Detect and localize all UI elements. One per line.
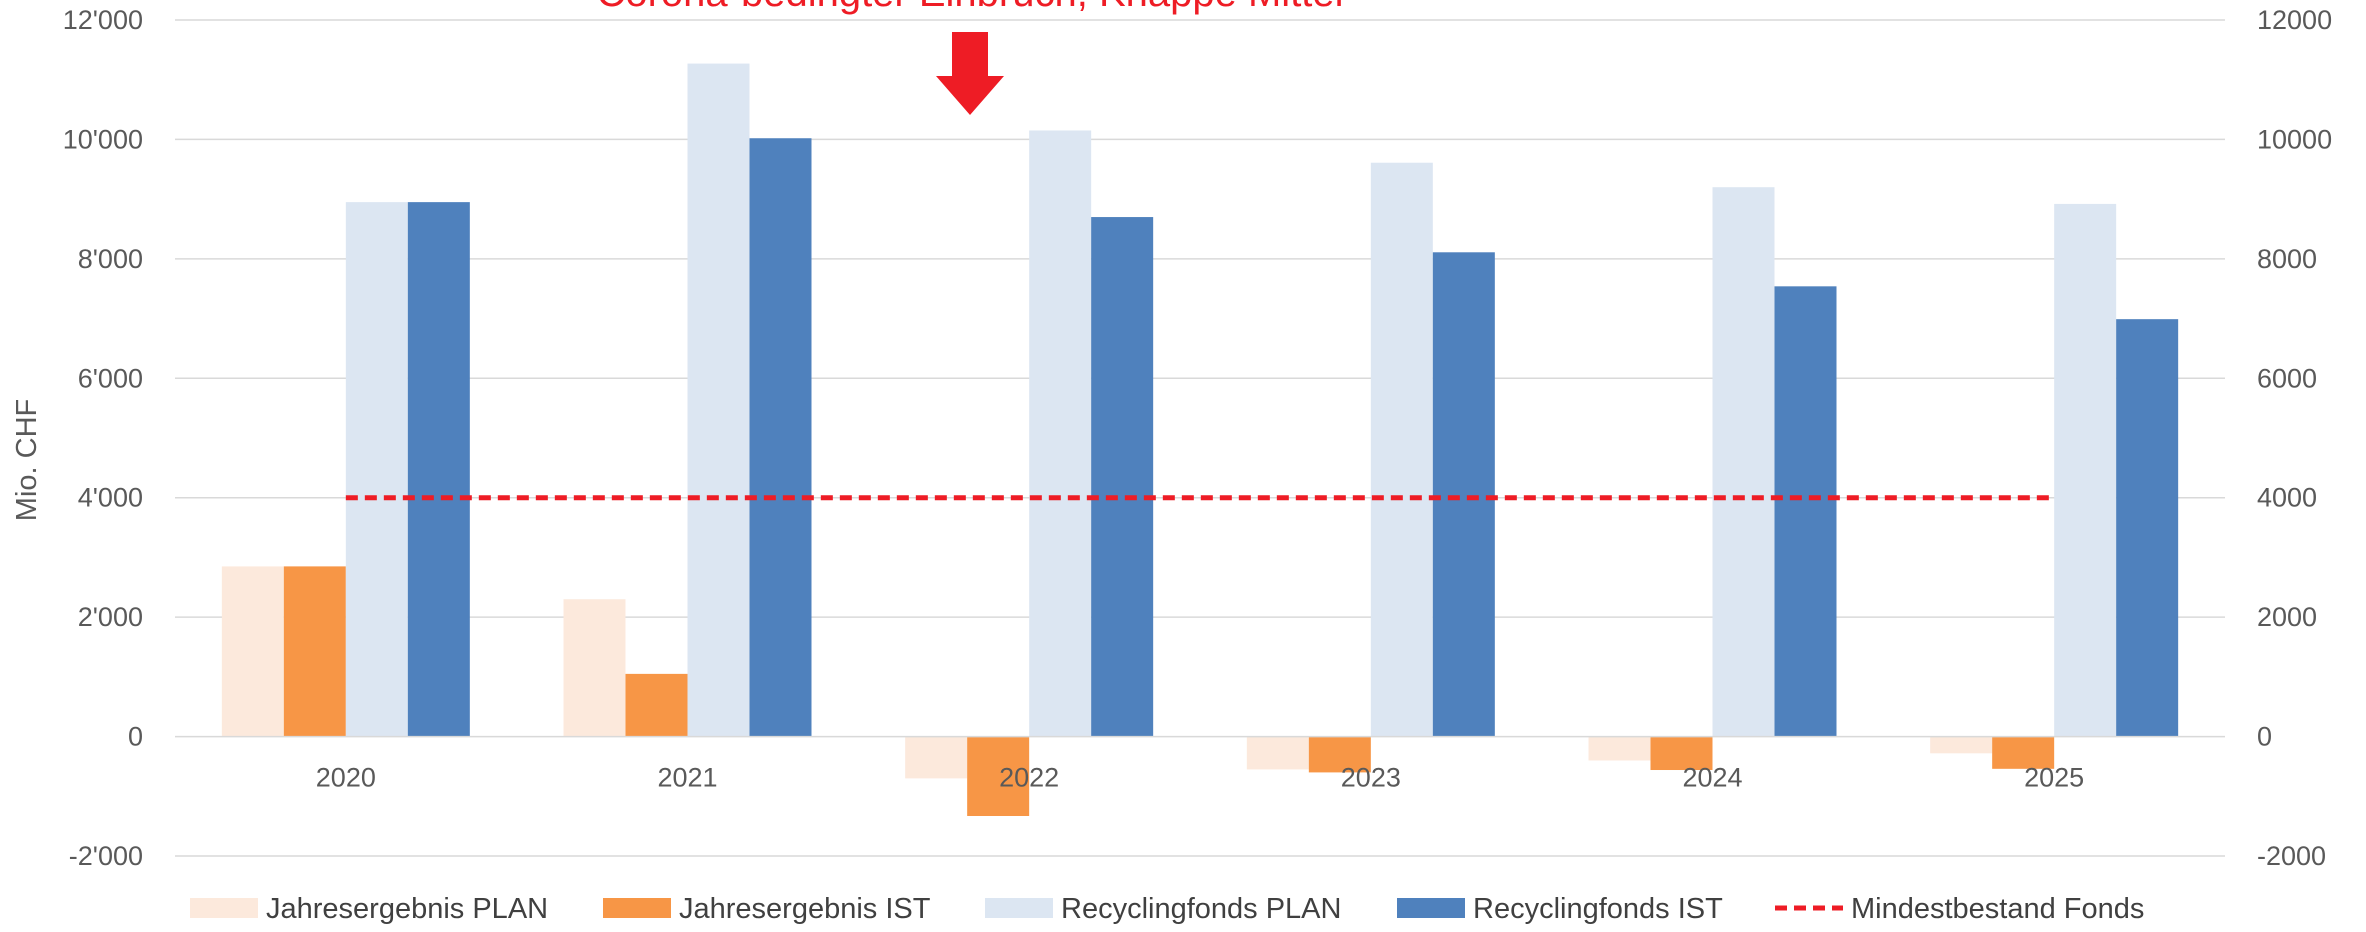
bar-jahresergebnis-plan-2023 — [1246, 736, 1309, 770]
x-tick-label: 2022 — [999, 763, 1059, 793]
bar-recyclingfonds-ist-2022 — [1091, 217, 1154, 737]
right-y-tick-label: 12000 — [2257, 5, 2332, 35]
legend-label: Recyclingfonds PLAN — [1061, 893, 1341, 925]
x-tick-label: 2021 — [657, 763, 717, 793]
bar-jahresergebnis-plan-2022 — [905, 736, 968, 779]
right-y-tick-labels: 12000 10000 8000 6000 4000 2000 0 -2000 — [2257, 5, 2332, 871]
x-tick-label: 2024 — [1682, 763, 1742, 793]
bar-recyclingfonds-plan-2024 — [1712, 187, 1775, 737]
right-y-tick-label: 8000 — [2257, 244, 2317, 274]
right-y-tick-label: 6000 — [2257, 363, 2317, 393]
left-y-tick-label: 4'000 — [78, 483, 143, 513]
bar-recyclingfonds-plan-2025 — [2054, 203, 2117, 737]
x-tick-label: 2020 — [316, 763, 376, 793]
x-tick-label: 2023 — [1341, 763, 1401, 793]
right-y-tick-label: 0 — [2257, 722, 2272, 752]
right-y-tick-label: 4000 — [2257, 483, 2317, 513]
bar-jahresergebnis-ist-2025 — [1992, 736, 2055, 769]
legend-label: Mindestbestand Fonds — [1851, 893, 2144, 925]
bar-recyclingfonds-plan-2021 — [687, 63, 750, 737]
bar-jahresergebnis-ist-2022 — [967, 736, 1030, 816]
left-y-tick-label: 2'000 — [78, 602, 143, 632]
bar-recyclingfonds-ist-2024 — [1774, 286, 1837, 737]
left-y-tick-label: -2'000 — [69, 841, 143, 871]
bar-jahresergebnis-plan-2025 — [1930, 736, 1993, 754]
bar-jahresergebnis-plan-2021 — [563, 599, 626, 737]
bar-jahresergebnis-plan-2024 — [1588, 736, 1651, 761]
right-y-tick-label: -2000 — [2257, 841, 2326, 871]
bar-jahresergebnis-ist-2024 — [1650, 736, 1713, 771]
annotation: Corona-bedingter Einbruch, Knappe Mittel — [596, 0, 1344, 115]
bar-jahresergebnis-ist-2020 — [283, 566, 346, 737]
y-axis-label: Mio. CHF — [11, 399, 43, 521]
bar-recyclingfonds-plan-2020 — [345, 202, 408, 737]
x-tick-labels: 2020 2021 2022 2023 2024 2025 — [316, 763, 2084, 793]
left-y-tick-label: 12'000 — [63, 5, 143, 35]
bar-recyclingfonds-plan-2023 — [1370, 162, 1433, 737]
bar-jahresergebnis-ist-2021 — [625, 673, 688, 737]
left-y-tick-label: 0 — [128, 722, 143, 752]
legend-swatch — [985, 898, 1053, 918]
bar-jahresergebnis-plan-2020 — [221, 566, 284, 737]
left-y-tick-label: 6'000 — [78, 363, 143, 393]
bar-recyclingfonds-ist-2021 — [749, 138, 812, 737]
legend-label: Jahresergebnis IST — [679, 893, 931, 925]
left-y-tick-label: 8'000 — [78, 244, 143, 274]
annotation-text: Corona-bedingter Einbruch, Knappe Mittel — [596, 0, 1343, 15]
gridlines — [175, 19, 2225, 857]
bar-jahresergebnis-ist-2023 — [1308, 736, 1371, 773]
down-arrow-icon — [936, 32, 1004, 115]
left-y-tick-label: 10'000 — [63, 124, 143, 154]
legend-label: Jahresergebnis PLAN — [266, 893, 548, 925]
bar-recyclingfonds-ist-2023 — [1432, 252, 1495, 737]
legend-swatch — [190, 898, 258, 918]
legend-swatch — [1397, 898, 1465, 918]
legend-label: Recyclingfonds IST — [1473, 893, 1723, 925]
bar-recyclingfonds-ist-2025 — [2116, 319, 2179, 737]
x-tick-label: 2025 — [2024, 763, 2084, 793]
right-y-tick-label: 2000 — [2257, 602, 2317, 632]
bar-recyclingfonds-ist-2020 — [407, 202, 470, 737]
bar-recyclingfonds-plan-2022 — [1029, 130, 1092, 737]
legend: Jahresergebnis PLAN Jahresergebnis IST Rec… — [190, 893, 2144, 925]
bars — [221, 63, 2179, 816]
legend-swatch — [603, 898, 671, 918]
left-y-tick-labels: 12'000 10'000 8'000 6'000 4'000 2'000 0 -2'000 — [63, 5, 143, 871]
right-y-tick-label: 10000 — [2257, 124, 2332, 154]
